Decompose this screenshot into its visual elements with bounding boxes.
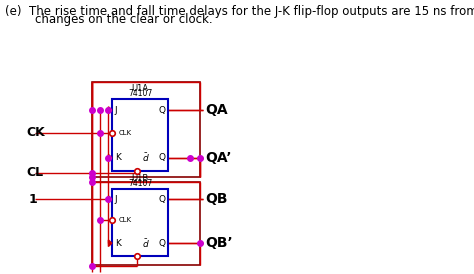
Polygon shape bbox=[109, 155, 112, 161]
Text: QA’: QA’ bbox=[206, 151, 232, 165]
Text: 74107: 74107 bbox=[128, 89, 152, 98]
Text: CK: CK bbox=[27, 126, 46, 139]
Text: Q: Q bbox=[159, 105, 166, 115]
Text: J: J bbox=[115, 105, 118, 115]
Text: 74107: 74107 bbox=[128, 179, 152, 188]
Text: CLK: CLK bbox=[118, 130, 131, 136]
Text: QB: QB bbox=[206, 192, 228, 206]
Text: CL: CL bbox=[27, 166, 44, 179]
Polygon shape bbox=[109, 240, 112, 247]
Polygon shape bbox=[109, 196, 112, 202]
Text: 1: 1 bbox=[28, 193, 37, 206]
Text: $\bar{d}$: $\bar{d}$ bbox=[142, 151, 149, 164]
Bar bbox=[112, 189, 168, 256]
Text: (e)  The rise time and fall time delays for the J-K flip-flop outputs are 15 ns : (e) The rise time and fall time delays f… bbox=[5, 5, 474, 18]
Text: Q: Q bbox=[159, 239, 166, 248]
Text: U1A: U1A bbox=[131, 84, 148, 93]
Text: CLK: CLK bbox=[118, 217, 131, 223]
Text: $\bar{d}$: $\bar{d}$ bbox=[142, 237, 149, 250]
Bar bbox=[91, 182, 200, 265]
Text: QB’: QB’ bbox=[206, 236, 233, 250]
Bar bbox=[112, 99, 168, 171]
Text: K: K bbox=[115, 153, 120, 162]
Bar bbox=[91, 82, 200, 176]
Text: K: K bbox=[115, 239, 120, 248]
Text: J: J bbox=[115, 195, 118, 204]
Text: QA: QA bbox=[206, 103, 228, 117]
Text: Q: Q bbox=[159, 195, 166, 204]
Polygon shape bbox=[109, 107, 112, 113]
Text: U1B: U1B bbox=[131, 174, 149, 183]
Text: changes on the clear or clock.: changes on the clear or clock. bbox=[5, 13, 213, 26]
Text: Q: Q bbox=[159, 153, 166, 162]
